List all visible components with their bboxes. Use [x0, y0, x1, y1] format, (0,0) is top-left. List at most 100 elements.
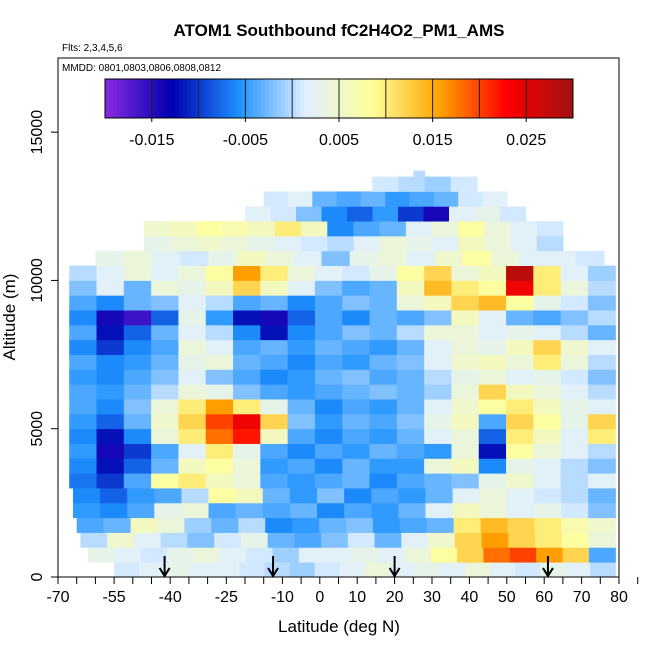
heatmap-cell — [342, 443, 371, 459]
heatmap-cell — [178, 413, 207, 430]
heatmap-cell — [151, 458, 180, 474]
heatmap-cell — [181, 488, 210, 504]
heatmap-cell — [588, 517, 616, 533]
x-tick-label: 20 — [386, 589, 404, 606]
heatmap-cell — [478, 458, 507, 474]
heatmap-cell — [396, 280, 425, 296]
heatmap-cell — [587, 384, 616, 400]
heatmap-cell — [369, 473, 398, 489]
heatmap-cell — [424, 310, 453, 326]
heatmap-cell — [396, 295, 425, 311]
heatmap-cell — [178, 324, 207, 341]
colorbar-cell — [183, 79, 188, 118]
colorbar-cell — [417, 79, 422, 118]
heatmap-cell — [533, 310, 562, 326]
heatmap-cell — [342, 413, 371, 430]
colorbar-cell — [393, 79, 398, 118]
heatmap-cell — [424, 458, 453, 474]
heatmap-cell — [506, 399, 534, 415]
heatmap-cell — [484, 235, 512, 252]
heatmap-cell — [451, 413, 480, 430]
heatmap-cell — [96, 354, 125, 370]
heatmap-cell — [506, 443, 534, 459]
heatmap-cell — [123, 310, 152, 326]
flight-arrow-head — [388, 567, 401, 578]
heatmap-cell — [123, 473, 152, 489]
colorbar-cell — [284, 79, 289, 118]
heatmap-cell — [103, 517, 132, 533]
heatmap-cell — [425, 502, 454, 519]
heatmap-cell — [123, 458, 152, 474]
heatmap-cell — [178, 428, 207, 444]
heatmap-cell — [424, 384, 453, 400]
heatmap-cell — [506, 413, 534, 430]
heatmap-cell — [260, 384, 289, 400]
heatmap-cell — [219, 547, 247, 563]
colorbar-cell — [362, 79, 367, 118]
heatmap-cell — [478, 280, 507, 296]
heatmap-cell — [233, 473, 261, 489]
colorbar-cell — [510, 79, 515, 118]
heatmap-cell — [478, 369, 507, 385]
heatmap-cell — [319, 517, 347, 533]
heatmap-cell — [353, 221, 381, 237]
heatmap-cell — [211, 517, 239, 533]
heatmap-cell — [296, 206, 323, 222]
x-axis-label: Latitude (deg N) — [278, 617, 400, 636]
heatmap-cell — [178, 384, 207, 400]
heatmap-cell — [371, 488, 399, 504]
colorbar-cell — [167, 79, 172, 118]
heatmap-cell — [69, 413, 98, 430]
heatmap-cell — [369, 354, 398, 370]
heatmap-cell — [233, 295, 261, 311]
heatmap-cell — [508, 532, 536, 548]
colorbar-cell — [214, 79, 219, 118]
heatmap-cell — [413, 170, 426, 178]
heatmap-cell — [452, 488, 481, 504]
heatmap-cell — [369, 443, 398, 459]
heatmap-cell — [114, 547, 142, 563]
heatmap-cell — [533, 488, 562, 504]
x-tick-label: -40 — [159, 589, 182, 606]
heatmap-cell — [151, 399, 180, 415]
heatmap-cell — [342, 339, 371, 355]
colorbar-cell — [163, 79, 168, 118]
colorbar-cell — [307, 79, 313, 118]
y-tick-label: 15000 — [29, 110, 46, 155]
colorbar-cell — [483, 79, 488, 118]
heatmap-cell — [450, 176, 478, 192]
chart-title: ATOM1 Southbound fC2H4O2_PM1_AMS — [174, 21, 505, 40]
colorbar-cell — [498, 79, 504, 118]
colorbar-cell — [463, 79, 469, 118]
heatmap-cell — [248, 221, 276, 237]
heatmap-cell — [575, 250, 605, 266]
heatmap-cell — [314, 473, 343, 489]
heatmap-cell — [342, 354, 371, 370]
colorbar-cell — [319, 79, 324, 118]
heatmap-cell — [424, 428, 453, 444]
heatmap-cell — [245, 206, 272, 222]
heatmap-cell — [587, 265, 616, 281]
heatmap-cell — [133, 532, 162, 548]
colorbar-cell — [452, 79, 457, 118]
colorbar-cell — [331, 79, 336, 118]
heatmap-cell — [396, 413, 425, 430]
heatmap-cell — [451, 384, 480, 400]
heatmap-cell — [451, 324, 480, 341]
heatmap-cell — [369, 310, 398, 326]
heatmap-cell — [287, 265, 316, 281]
heatmap-cell — [130, 517, 159, 533]
heatmap-cell — [506, 324, 534, 341]
heatmap-cell — [451, 428, 480, 444]
heatmap-cell — [560, 473, 589, 489]
heatmap-cell — [314, 265, 343, 281]
heatmap-cell — [178, 473, 207, 489]
heatmap-cell — [287, 369, 316, 385]
colorbar-cell — [175, 79, 180, 118]
heatmap-cell — [506, 354, 534, 370]
heatmap-cell — [187, 532, 215, 548]
heatmap-cell — [314, 458, 343, 474]
heatmap-cell — [398, 502, 427, 519]
heatmap-cell — [533, 384, 562, 400]
y-axis: 0 5000 10000 15000 — [29, 110, 58, 581]
